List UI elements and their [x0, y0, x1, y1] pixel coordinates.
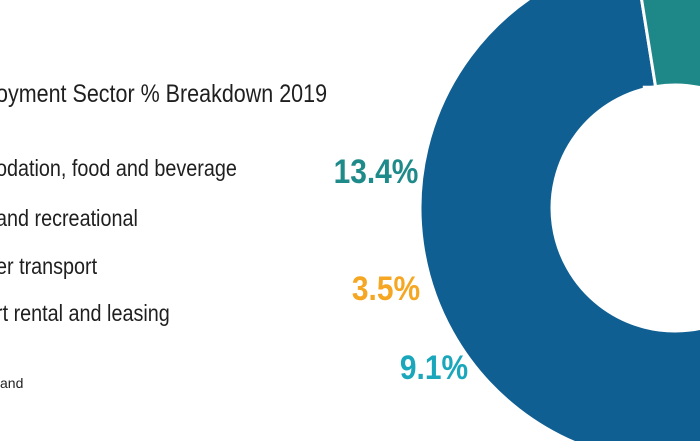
data-label-3: 9.1%	[400, 348, 468, 386]
legend-item-recreational: and recreational	[0, 205, 138, 231]
legend-item-transport: er transport	[0, 253, 98, 279]
chart-title: oyment Sector % Breakdown 2019	[0, 80, 328, 108]
data-label-0: 74	[641, 78, 678, 120]
source-note: and	[0, 375, 24, 391]
data-label-2: 3.5%	[352, 269, 420, 307]
legend-item-rental-leasing: rt rental and leasing	[0, 300, 170, 326]
data-label-1: 13.4%	[334, 152, 419, 190]
legend-item-accommodation: odation, food and beverage	[0, 155, 237, 181]
donut-slice-1	[640, 0, 700, 90]
donut-slice-0	[418, 0, 700, 441]
